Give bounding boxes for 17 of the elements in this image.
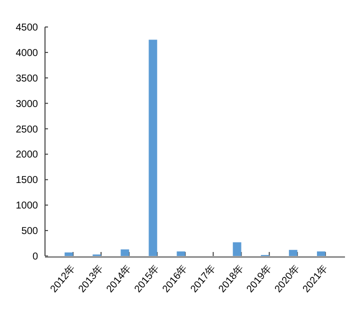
y-tick-label: 1000: [16, 200, 38, 212]
y-tick-label: 2500: [16, 124, 38, 136]
bar: [232, 242, 242, 256]
y-tick-label: 3500: [16, 73, 38, 84]
y-tick-label: 3000: [16, 98, 38, 110]
y-tick-label: 4000: [16, 48, 38, 59]
y-tick-label: 0: [32, 252, 38, 262]
bar: [64, 252, 74, 256]
y-tick-label: 1500: [16, 175, 38, 186]
y-tick-label: 500: [21, 226, 38, 238]
bar: [288, 250, 298, 256]
y-tick-label: 4500: [16, 22, 38, 34]
bar: [316, 251, 326, 256]
bar: [176, 251, 186, 256]
bar: [148, 40, 158, 256]
bar: [120, 249, 130, 256]
y-tick-label: 2000: [16, 150, 38, 161]
